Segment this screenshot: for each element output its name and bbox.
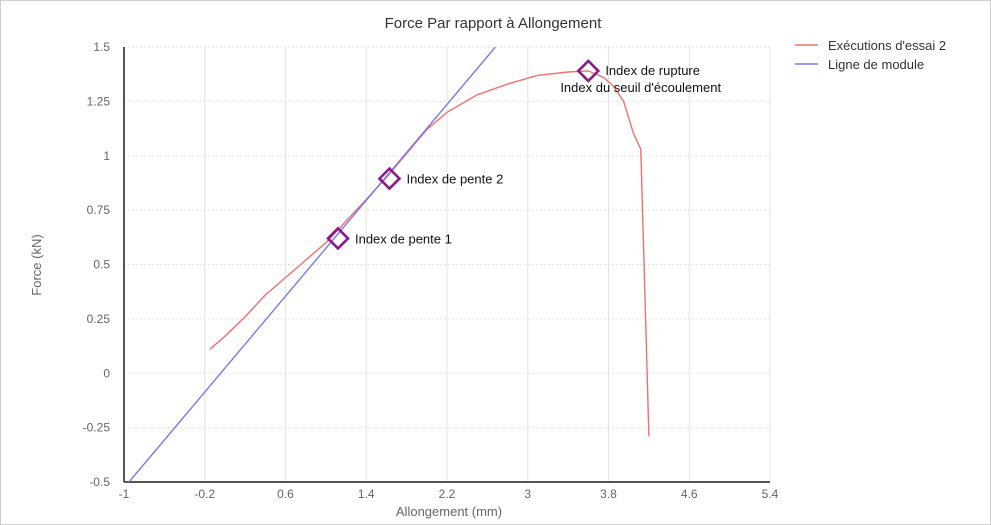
y-tick-label: 1 (103, 149, 110, 163)
y-tick-label: 1.5 (93, 40, 110, 54)
series-line-modulus (128, 47, 496, 482)
x-tick-label: 0.6 (277, 487, 294, 501)
legend[interactable]: Exécutions d'essai 2 Ligne de module (795, 38, 946, 72)
legend-label-run[interactable]: Exécutions d'essai 2 (828, 38, 946, 53)
x-tick-label: 1.4 (358, 487, 375, 501)
x-tick-label: 2.2 (439, 487, 456, 501)
x-axis-label: Allongement (mm) (396, 504, 502, 519)
y-tick-label: 0.25 (87, 312, 111, 326)
y-tick-label: 0.5 (93, 258, 110, 272)
x-tick-label: -0.2 (194, 487, 215, 501)
x-tick-label: 3 (524, 487, 531, 501)
grid (124, 46, 771, 483)
series-line-run (209, 70, 650, 437)
axes (123, 47, 770, 483)
marker-label: Index de pente 1 (355, 231, 452, 246)
marker-label: Index de pente 2 (406, 172, 503, 187)
marker-label: Index du seuil d'écoulement (560, 80, 721, 95)
marker-label: Index de rupture (605, 63, 700, 78)
marker-diamond (377, 166, 402, 191)
y-tick-label: 0 (103, 366, 110, 380)
x-tick-label: 5.4 (762, 487, 779, 501)
x-tick-label: -1 (119, 487, 130, 501)
marker-diamond (576, 59, 601, 83)
marker-diamond (326, 226, 350, 251)
y-tick-labels: 1.5 1.25 1 0.75 0.5 0.25 0 -0.25 -0.5 (83, 40, 111, 489)
legend-label-modulus[interactable]: Ligne de module (828, 57, 924, 72)
y-tick-label: 1.25 (87, 94, 111, 108)
y-axis-label: Force (kN) (29, 234, 44, 295)
chart-title: Force Par rapport à Allongement (385, 15, 603, 32)
y-tick-label: -0.25 (83, 421, 111, 435)
y-tick-label: -0.5 (89, 475, 110, 489)
annotation-markers: Index de pente 1 Index de pente 2 Index de… (326, 59, 721, 251)
x-tick-label: 4.6 (681, 487, 698, 501)
plot-area (128, 47, 650, 482)
x-tick-labels: -1 -0.2 0.6 1.4 2.2 3 3.8 4.6 5.4 (119, 487, 779, 501)
y-tick-label: 0.75 (87, 203, 111, 217)
x-tick-label: 3.8 (600, 487, 617, 501)
